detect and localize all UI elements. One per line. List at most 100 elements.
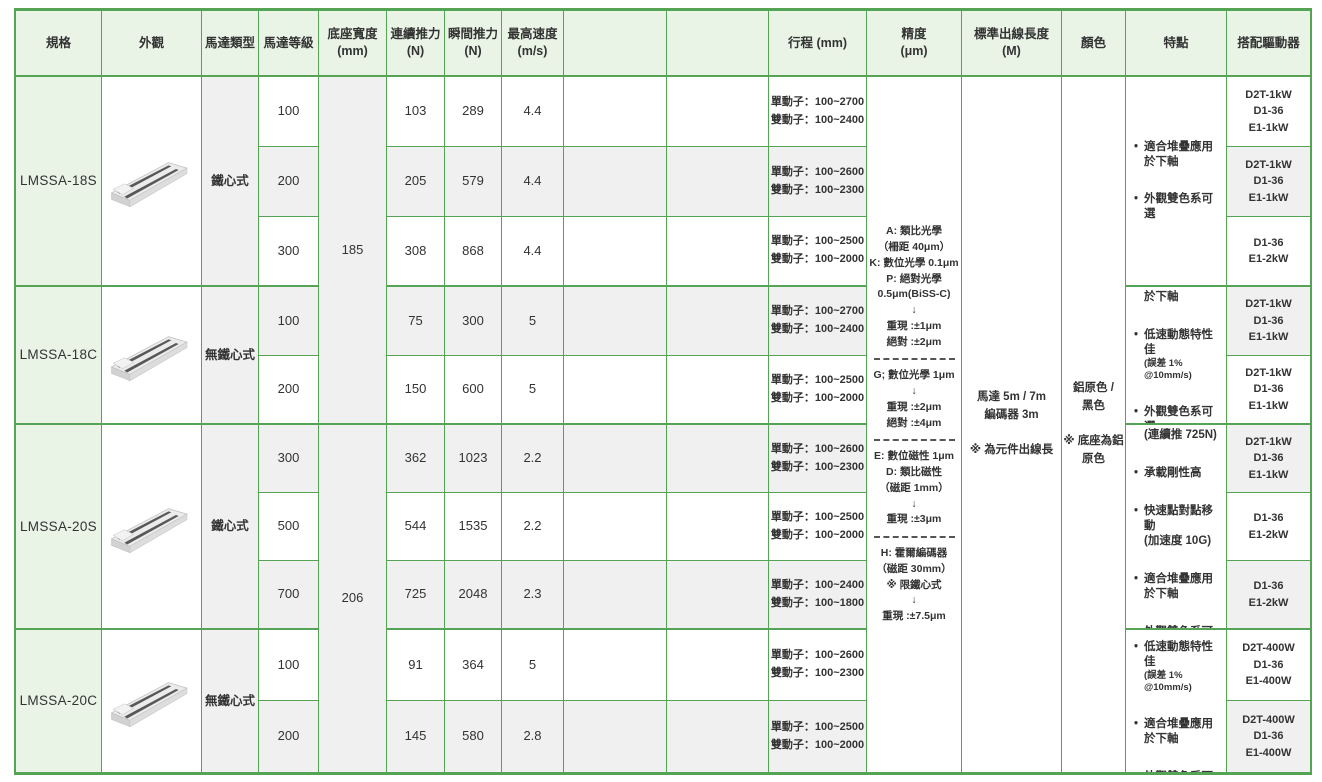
feature-text: 低速動態特性佳: [1144, 328, 1213, 356]
dashed-divider: [873, 536, 955, 538]
max-speed-cell: 5: [502, 630, 564, 701]
empty-cell: [564, 287, 667, 356]
precision-section: H: 霍爾編碼器 （磁距 30mm） ※ 限鐵心式 ↓ 重現 :±7.5μm: [876, 547, 952, 622]
continuous-thrust-cell: 75: [387, 287, 445, 356]
header-features: 特點: [1126, 11, 1227, 77]
color-cell: 鋁原色 / 黑色 ※ 底座為鋁 原色: [1062, 77, 1126, 772]
peak-thrust-cell: 289: [445, 77, 502, 147]
spec-cell: LMSSA-18C: [16, 287, 102, 425]
header-motor-type: 馬達類型: [202, 11, 259, 77]
max-speed-cell: 2.2: [502, 493, 564, 561]
empty-cell: [564, 425, 667, 493]
empty-cell: [564, 701, 667, 772]
precision-section: G; 數位光學 1μm ↓ 重現 :±2μm 絕對 :±4μm: [873, 369, 955, 429]
stroke-cell: 單動子：100~2500 雙動子：100~2000: [769, 217, 867, 287]
empty-cell: [564, 561, 667, 630]
peak-thrust-cell: 580: [445, 701, 502, 772]
max-speed-cell: 4.4: [502, 147, 564, 217]
linear-stage-image: [110, 682, 188, 728]
feature-text: 低速動態特性佳: [1144, 640, 1213, 668]
header-appearance: 外觀: [102, 11, 202, 77]
peak-thrust-cell: 2048: [445, 561, 502, 630]
drivers-cell: D2T-400W D1-36 E1-400W: [1227, 701, 1310, 772]
peak-thrust-cell: 579: [445, 147, 502, 217]
feature-item: 適合堆疊應用於下軸: [1133, 717, 1223, 747]
continuous-thrust-cell: 725: [387, 561, 445, 630]
motor-type-cell: 無鐵心式: [202, 287, 259, 425]
feature-text: 外觀雙色系可選: [1144, 193, 1213, 221]
features-cell: 全系列最大推力 (連續推 725N) 承載剛性高 快速點對點移動(加速度 10G)…: [1126, 425, 1227, 630]
empty-cell: [667, 630, 769, 701]
linear-stage-image: [110, 162, 188, 208]
empty-cell: [564, 493, 667, 561]
feature-text: 外觀雙色系可選: [1144, 771, 1213, 772]
max-speed-cell: 2.2: [502, 425, 564, 493]
feature-item: 適合堆疊應用於下軸: [1133, 572, 1223, 602]
max-speed-cell: 5: [502, 356, 564, 425]
peak-thrust-cell: 1535: [445, 493, 502, 561]
max-speed-cell: 5: [502, 287, 564, 356]
feature-note: (加速度 10G): [1144, 534, 1212, 547]
feature-list: 承載剛性高 低速動態特性佳(誤差 1% @10mm/s) 適合堆疊應用於下軸 外…: [1133, 630, 1223, 772]
features-cell: 適合堆疊應用於下軸 低速動態特性佳(誤差 1% @10mm/s) 外觀雙色系可選: [1126, 287, 1227, 425]
empty-cell: [667, 147, 769, 217]
continuous-thrust-cell: 362: [387, 425, 445, 493]
header-stroke: 行程 (mm): [769, 11, 867, 77]
feature-note: (誤差 1% @10mm/s): [1144, 357, 1192, 381]
spec-cell: LMSSA-20C: [16, 630, 102, 772]
header-cable-length: 標準出線長度 (M): [962, 11, 1062, 77]
drivers-cell: D2T-400W D1-36 E1-400W: [1227, 630, 1310, 701]
continuous-thrust-cell: 103: [387, 77, 445, 147]
grade-cell: 200: [259, 147, 319, 217]
stroke-cell: 單動子：100~2600 雙動子：100~2300: [769, 147, 867, 217]
header-precision: 精度 (μm): [867, 11, 962, 77]
feature-item: 快速點對點移動(加速度 10G): [1133, 504, 1223, 549]
empty-cell: [564, 356, 667, 425]
empty-cell: [564, 630, 667, 701]
peak-thrust-cell: 1023: [445, 425, 502, 493]
header-base-width: 底座寬度 (mm): [319, 11, 387, 77]
spec-table: 規格 外觀 馬達類型 馬達等級 底座寬度 (mm) 連續推力 (N) 瞬間推力 …: [14, 8, 1312, 775]
cable-length-cell: 馬達 5m / 7m 編碼器 3m ※ 為元件出線長: [962, 77, 1062, 772]
drivers-cell: D2T-1kW D1-36 E1-1kW: [1227, 425, 1310, 493]
appearance-cell: [102, 77, 202, 287]
grade-cell: 300: [259, 425, 319, 493]
motor-type-cell: 無鐵心式: [202, 630, 259, 772]
empty-cell: [667, 493, 769, 561]
feature-text: 適合堆疊應用於下軸: [1144, 718, 1213, 746]
empty-cell: [667, 561, 769, 630]
feature-text: 外觀雙色系可選: [1144, 406, 1213, 423]
stroke-cell: 單動子：100~2400 雙動子：100~1800: [769, 561, 867, 630]
feature-item: 低速動態特性佳(誤差 1% @10mm/s): [1133, 640, 1223, 695]
feature-item: 全系列最大推力 (連續推 725N): [1133, 425, 1223, 443]
precision-section: A: 類比光學 （柵距 40μm） K: 數位光學 0.1μm P: 絕對光學 …: [869, 225, 959, 348]
header-empty-1: [564, 11, 667, 77]
header-empty-2: [667, 11, 769, 77]
max-speed-cell: 4.4: [502, 77, 564, 147]
feature-note: (誤差 1% @10mm/s): [1144, 669, 1192, 694]
drivers-cell: D1-36 E1-2kW: [1227, 561, 1310, 630]
header-color: 顏色: [1062, 11, 1126, 77]
grade-cell: 700: [259, 561, 319, 630]
feature-item: 適合堆疊應用於下軸: [1133, 287, 1223, 305]
peak-thrust-cell: 364: [445, 630, 502, 701]
feature-text: 適合堆疊應用於下軸: [1144, 572, 1213, 600]
appearance-cell: [102, 630, 202, 772]
empty-cell: [667, 217, 769, 287]
drivers-cell: D2T-1kW D1-36 E1-1kW: [1227, 147, 1310, 217]
peak-thrust-cell: 600: [445, 356, 502, 425]
continuous-thrust-cell: 544: [387, 493, 445, 561]
feature-item: 承載剛性高: [1133, 466, 1223, 481]
stroke-cell: 單動子：100~2500 雙動子：100~2000: [769, 493, 867, 561]
continuous-thrust-cell: 91: [387, 630, 445, 701]
appearance-cell: [102, 425, 202, 630]
stroke-cell: 單動子：100~2700 雙動子：100~2400: [769, 287, 867, 356]
feature-text: 適合堆疊應用於下軸: [1144, 287, 1213, 303]
feature-item: 外觀雙色系可選: [1133, 770, 1223, 772]
feature-note: (連續推 725N): [1144, 429, 1217, 442]
base-width-cell: 206: [319, 425, 387, 772]
header-spec: 規格: [16, 11, 102, 77]
linear-stage-image: [110, 336, 188, 382]
motor-type-cell: 鐵心式: [202, 77, 259, 287]
stroke-cell: 單動子：100~2700 雙動子：100~2400: [769, 77, 867, 147]
